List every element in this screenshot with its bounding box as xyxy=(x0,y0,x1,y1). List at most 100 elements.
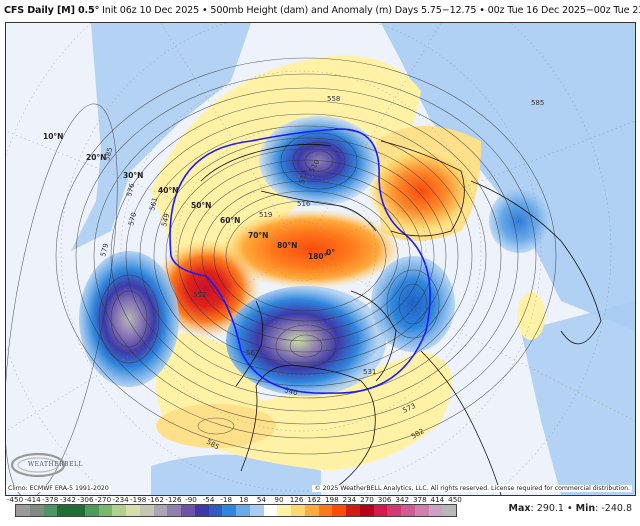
colorbar-tick: -54 xyxy=(202,495,215,504)
colorbar-swatch xyxy=(71,505,85,516)
colorbar-swatch xyxy=(181,505,195,516)
colorbar-tick: 306 xyxy=(377,495,392,504)
max-min-summary: Max: 290.1 • Min: -240.8 xyxy=(508,503,632,514)
colorbar-swatch xyxy=(304,505,319,516)
valid-range: 00z Tue 16 Dec 2025−00z Tue 23 Dec 2025 xyxy=(487,5,640,16)
colorbar-swatch xyxy=(318,505,333,516)
colorbar-swatch xyxy=(57,505,71,516)
colorbar-swatch xyxy=(387,505,401,516)
colorbar-tick: 414 xyxy=(430,495,445,504)
colorbar-swatch xyxy=(16,505,30,516)
colorbar-swatch xyxy=(139,505,154,516)
anomaly-low-atlantic xyxy=(371,256,455,352)
svg-text:180°: 180° xyxy=(308,252,328,261)
svg-text:40°N: 40°N xyxy=(158,186,178,195)
svg-text:60°N: 60°N xyxy=(220,216,240,225)
svg-text:531: 531 xyxy=(363,368,376,376)
contour-540-highlight xyxy=(169,128,431,394)
anomaly-zone-east-pacific xyxy=(151,454,321,495)
svg-text:570: 570 xyxy=(127,212,138,227)
colorbar-tick: -18 xyxy=(220,495,233,504)
height-contours xyxy=(6,57,557,495)
svg-text:80°N: 80°N xyxy=(277,241,297,250)
svg-text:30°N: 30°N xyxy=(123,171,143,180)
colorbar-tick: -270 xyxy=(94,495,112,504)
colorbar-swatch xyxy=(112,505,126,516)
chart-title: CFS Daily [M] 0.5° Init 06z 10 Dec 2025 … xyxy=(4,5,640,16)
svg-text:552: 552 xyxy=(193,291,206,299)
anomaly-colorbar xyxy=(15,504,457,517)
colorbar-swatch xyxy=(126,505,140,516)
map-panel: 10°N 20°N 30°N 40°N 50°N 60°N 70°N 80°N … xyxy=(5,22,636,496)
colorbar-tick: 162 xyxy=(307,495,322,504)
climo-note: Climo: ECMWF ERA-5 1991-2020 xyxy=(6,485,111,492)
svg-text:585: 585 xyxy=(531,99,544,107)
svg-text:10°N: 10°N xyxy=(43,132,63,141)
variable-name: 500mb Height (dam) and Anomaly (m) xyxy=(210,5,392,16)
colorbar-tick: -126 xyxy=(165,495,182,504)
colorbar-tick: 198 xyxy=(324,495,339,504)
svg-text:576: 576 xyxy=(125,182,136,198)
svg-text:558: 558 xyxy=(327,95,340,103)
colorbar-tick: 270 xyxy=(360,495,374,504)
colorbar-tick: 54 xyxy=(256,495,266,504)
anomaly-zone-eurasia-africa xyxy=(381,23,635,331)
colorbar-tick: -450 xyxy=(6,495,24,504)
svg-text:516: 516 xyxy=(297,200,311,208)
svg-text:549: 549 xyxy=(160,213,171,228)
colorbar-tick: -342 xyxy=(59,495,76,504)
colorbar-swatch xyxy=(401,505,415,516)
colorbar-tick: -234 xyxy=(112,495,129,504)
colorbar-swatch xyxy=(84,505,99,516)
svg-text:20°N: 20°N xyxy=(86,153,106,162)
colorbar-swatch xyxy=(291,505,305,516)
latitude-grid xyxy=(6,23,635,495)
svg-text:561: 561 xyxy=(148,197,159,212)
forecast-days: Days 5.75−12.75 xyxy=(394,5,477,16)
svg-text:50°N: 50°N xyxy=(191,201,211,210)
colorbar-swatch xyxy=(414,505,429,516)
colorbar-tick: -378 xyxy=(42,495,59,504)
colorbar-swatch xyxy=(208,505,223,516)
colorbar-swatch xyxy=(346,505,360,516)
colorbar-tick: 126 xyxy=(289,495,304,504)
svg-text:513: 513 xyxy=(298,170,308,185)
colorbar-tick: 342 xyxy=(395,495,410,504)
colorbar-tick: -90 xyxy=(185,495,197,504)
colorbar-swatch xyxy=(359,505,374,516)
svg-text:567: 567 xyxy=(246,349,259,357)
svg-text:540: 540 xyxy=(283,386,298,397)
anomaly-zone-west-pacific xyxy=(71,23,251,251)
anomaly-zone-mexico xyxy=(156,404,276,448)
svg-text:519: 519 xyxy=(259,211,272,219)
colorbar-tick: 234 xyxy=(342,495,357,504)
colorbar-tick: -306 xyxy=(77,495,94,504)
latitude-labels: 10°N 20°N 30°N 40°N 50°N 60°N 70°N 80°N … xyxy=(43,132,335,261)
colorbar-swatch xyxy=(277,505,291,516)
colorbar-swatch xyxy=(29,505,44,516)
colorbar-swatch xyxy=(153,505,168,516)
svg-text:0°: 0° xyxy=(326,248,335,257)
weatherbell-logo: WEATHERBELL xyxy=(10,452,82,478)
copyright-note: © 2025 WeatherBELL Analytics, LLC. All r… xyxy=(312,485,632,492)
colorbar-swatch xyxy=(442,505,456,516)
anomaly-high-arctic xyxy=(221,209,401,289)
anomaly-high-europe xyxy=(366,146,476,236)
colorbar-swatch xyxy=(249,505,264,516)
colorbar-tick-labels: -450 -414 -378 -342 -306 -270 -234 -198 -162 -126… xyxy=(7,495,462,504)
colorbar-swatch xyxy=(222,505,236,516)
anomaly-low-pacific xyxy=(79,251,179,387)
model-name: CFS Daily [M] 0.5 xyxy=(4,5,95,16)
max-value: 290.1 xyxy=(536,503,564,514)
coastlines xyxy=(200,140,602,495)
colorbar-swatch xyxy=(236,505,250,516)
colorbar-tick: -198 xyxy=(130,495,147,504)
colorbar-tick: 90 xyxy=(274,495,284,504)
anomaly-zone-west-africa xyxy=(517,292,545,340)
min-value: -240.8 xyxy=(601,503,632,514)
colorbar-swatch xyxy=(263,505,278,516)
colorbar-swatch xyxy=(194,505,209,516)
colorbar-tick: -414 xyxy=(24,495,41,504)
anomaly-zone-south-atlantic xyxy=(521,301,635,495)
anomaly-low-north-africa xyxy=(489,189,549,253)
